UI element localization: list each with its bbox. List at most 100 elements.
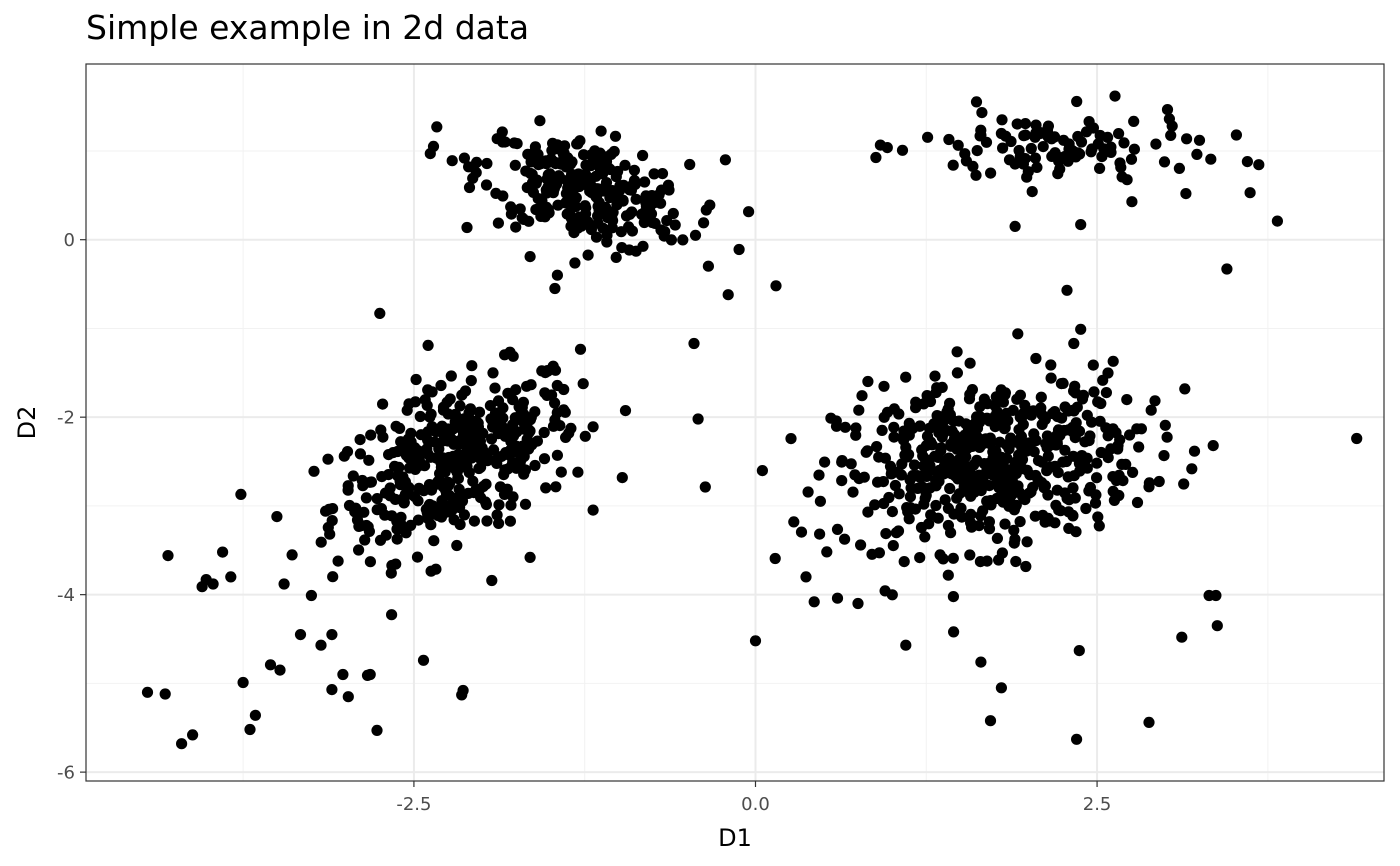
data-point bbox=[305, 589, 317, 602]
data-point bbox=[1019, 118, 1031, 130]
data-point bbox=[1075, 323, 1087, 335]
data-point bbox=[1037, 141, 1049, 153]
data-point bbox=[1080, 502, 1092, 515]
data-point bbox=[395, 436, 407, 448]
data-point bbox=[909, 503, 922, 515]
data-point bbox=[608, 145, 620, 158]
data-point bbox=[159, 688, 171, 700]
data-point bbox=[947, 591, 960, 603]
data-point bbox=[1061, 154, 1073, 166]
data-point bbox=[411, 551, 424, 563]
data-point bbox=[888, 431, 900, 443]
data-point bbox=[187, 729, 199, 741]
data-point bbox=[1029, 510, 1041, 522]
data-point bbox=[308, 465, 320, 477]
data-point bbox=[578, 149, 590, 161]
data-point bbox=[422, 339, 434, 351]
data-point bbox=[637, 240, 649, 252]
data-point bbox=[1063, 522, 1075, 535]
data-point bbox=[572, 466, 584, 478]
data-point bbox=[492, 217, 504, 229]
data-point bbox=[1051, 484, 1063, 496]
data-point bbox=[559, 197, 572, 209]
data-point bbox=[970, 96, 983, 108]
data-point bbox=[839, 533, 851, 545]
data-point bbox=[959, 436, 971, 448]
data-point bbox=[375, 503, 387, 515]
data-point bbox=[389, 460, 401, 472]
data-point bbox=[862, 506, 874, 518]
data-point bbox=[342, 691, 354, 703]
data-point bbox=[315, 536, 327, 548]
data-point bbox=[831, 523, 844, 536]
data-point bbox=[1131, 496, 1144, 509]
data-point bbox=[800, 571, 812, 583]
data-point bbox=[1057, 377, 1069, 389]
data-point bbox=[385, 567, 397, 579]
data-point bbox=[1178, 478, 1190, 490]
data-point bbox=[414, 410, 426, 423]
data-point bbox=[141, 686, 154, 698]
data-point bbox=[1058, 134, 1070, 146]
data-point bbox=[547, 360, 559, 372]
data-point bbox=[871, 441, 883, 453]
data-point bbox=[960, 451, 972, 463]
data-point bbox=[492, 395, 505, 407]
data-point bbox=[394, 475, 406, 487]
data-point bbox=[667, 207, 679, 220]
data-point bbox=[1107, 355, 1119, 367]
data-point bbox=[481, 515, 493, 527]
data-point bbox=[1173, 162, 1185, 174]
data-point bbox=[1107, 423, 1119, 435]
x-axis: -2.5 0.0 2.5 bbox=[396, 781, 1111, 815]
data-point bbox=[525, 411, 537, 423]
data-point bbox=[1096, 151, 1108, 163]
data-point bbox=[322, 453, 334, 465]
data-point bbox=[677, 234, 689, 246]
data-point bbox=[589, 145, 601, 157]
data-point bbox=[1107, 471, 1119, 483]
data-point bbox=[162, 550, 174, 562]
data-point bbox=[480, 478, 492, 490]
data-point bbox=[510, 384, 522, 396]
x-tick-label: -2.5 bbox=[396, 794, 431, 815]
data-point bbox=[360, 492, 372, 504]
data-point bbox=[978, 458, 990, 470]
data-point bbox=[896, 144, 909, 156]
data-point bbox=[1030, 469, 1042, 482]
data-point bbox=[422, 384, 434, 396]
data-point bbox=[689, 229, 702, 241]
data-point bbox=[458, 509, 470, 521]
data-point bbox=[976, 107, 988, 119]
data-point bbox=[347, 470, 359, 482]
data-point bbox=[1012, 328, 1024, 340]
data-point bbox=[1093, 520, 1105, 532]
chart-title: Simple example in 2d data bbox=[86, 8, 530, 47]
data-point bbox=[600, 155, 613, 168]
data-point bbox=[489, 455, 501, 467]
data-point bbox=[1041, 465, 1053, 477]
data-point bbox=[1030, 119, 1042, 131]
data-point bbox=[637, 149, 649, 162]
data-point bbox=[919, 531, 931, 543]
data-point bbox=[936, 381, 948, 393]
data-point bbox=[574, 343, 587, 355]
data-point bbox=[630, 193, 642, 205]
data-point bbox=[391, 515, 403, 528]
data-point bbox=[400, 449, 412, 461]
data-point bbox=[814, 495, 827, 507]
data-point bbox=[1086, 416, 1098, 428]
data-point bbox=[514, 457, 526, 470]
data-point bbox=[616, 472, 628, 484]
data-point bbox=[1068, 337, 1080, 350]
data-point bbox=[933, 475, 945, 487]
data-point bbox=[1031, 161, 1043, 173]
data-point bbox=[421, 443, 433, 455]
data-point bbox=[1005, 483, 1017, 495]
data-point bbox=[467, 475, 479, 487]
data-point bbox=[505, 208, 517, 220]
data-point bbox=[529, 459, 541, 472]
data-point bbox=[581, 176, 593, 188]
data-point bbox=[1133, 441, 1145, 453]
data-point bbox=[274, 664, 286, 676]
